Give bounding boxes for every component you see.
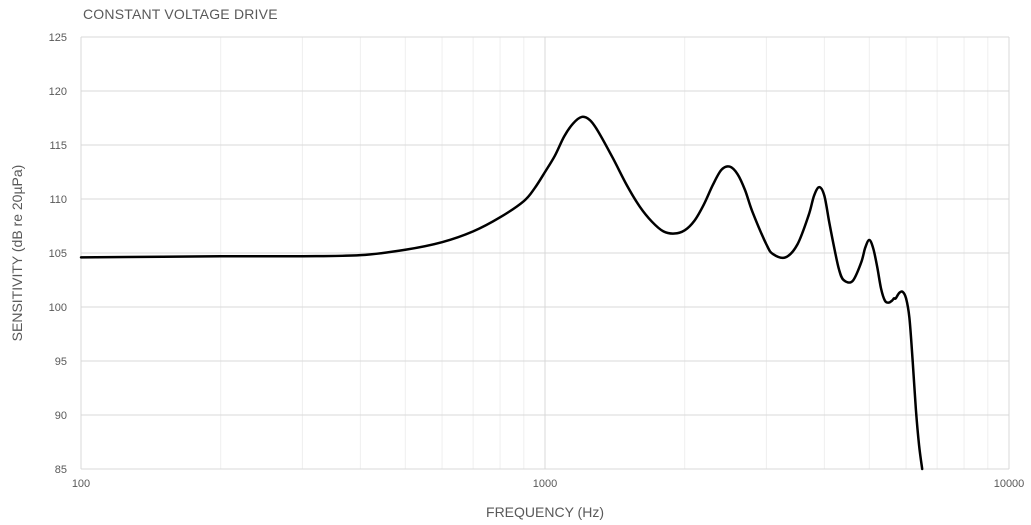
x-axis-label: FREQUENCY (Hz) [486,504,604,520]
y-tick-label: 110 [49,194,67,206]
y-tick-label: 95 [55,356,67,368]
x-tick-label: 1000 [533,478,557,490]
x-tick-labels: 100 1000 10000 [72,478,1024,490]
gridlines-y [81,36,1009,470]
y-tick-labels: 85 90 95 100 105 110 115 120 125 [49,32,67,476]
y-tick-label: 105 [49,248,67,260]
x-tick-label: 100 [72,478,90,490]
x-tick-label: 10000 [994,478,1025,490]
chart-title: CONSTANT VOLTAGE DRIVE [83,6,278,22]
y-tick-label: 120 [49,86,67,98]
y-tick-label: 85 [55,464,67,476]
y-tick-label: 100 [49,302,67,314]
y-tick-label: 115 [49,140,67,152]
y-tick-label: 125 [49,32,67,44]
y-axis-label: SENSITIVITY (dB re 20µPa) [9,165,25,342]
sensitivity-curve [79,115,924,471]
y-tick-label: 90 [55,410,67,422]
